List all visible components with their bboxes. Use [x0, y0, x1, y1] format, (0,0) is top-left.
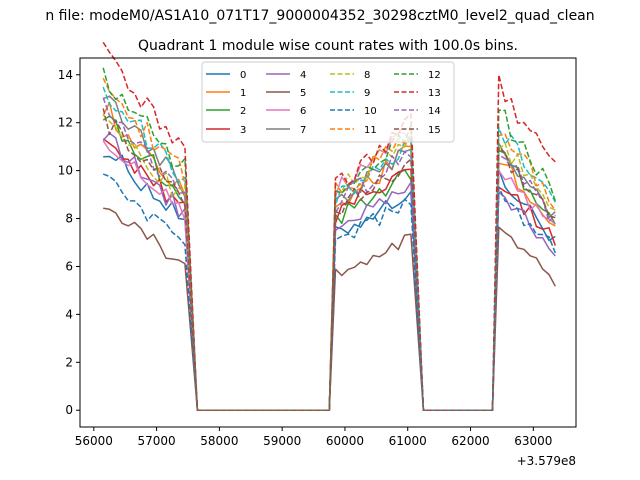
legend-label-12: 12: [428, 70, 441, 81]
x-tick-label: 62000: [451, 434, 489, 448]
series-layer: [102, 41, 557, 411]
series-line-9: [102, 86, 556, 411]
legend-label-10: 10: [364, 106, 377, 117]
x-tick-label: 57000: [138, 434, 176, 448]
series-line-2: [102, 115, 556, 411]
legend-label-2: 2: [240, 106, 246, 117]
legend-label-13: 13: [428, 88, 441, 99]
x-tick-label: 61000: [389, 434, 427, 448]
series-line-5: [103, 207, 556, 411]
y-tick-label: 12: [58, 116, 73, 130]
series-line-12: [102, 67, 557, 411]
x-axis: 56000 57000 58000 59000 60000 61000 62000 63000: [75, 427, 552, 448]
y-tick-label: 0: [65, 403, 73, 417]
series-line-14: [102, 97, 556, 411]
series-line-13: [102, 41, 556, 411]
series-line-11: [102, 77, 556, 411]
series-line-8: [102, 114, 556, 411]
y-tick-label: 4: [65, 307, 73, 321]
legend-label-7: 7: [300, 125, 306, 136]
x-tick-label: 58000: [200, 434, 238, 448]
legend-label-1: 1: [240, 88, 246, 99]
x-tick-label: 60000: [326, 434, 364, 448]
figure-suptitle: n file: modeM0/AS1A10_071T17_9000004352_…: [45, 8, 594, 24]
x-tick-label: 56000: [75, 434, 113, 448]
series-line-7: [102, 95, 556, 411]
legend-label-6: 6: [300, 106, 306, 117]
legend-label-11: 11: [364, 125, 377, 136]
legend-label-5: 5: [300, 88, 306, 99]
series-line-0: [103, 154, 556, 411]
y-tick-label: 10: [58, 164, 73, 178]
y-tick-label: 8: [65, 212, 73, 226]
series-line-6: [102, 131, 556, 411]
legend-frame: [201, 61, 455, 143]
series-line-15: [102, 108, 556, 411]
x-offset-label: +3.579e8: [517, 454, 576, 468]
legend-label-15: 15: [428, 125, 441, 136]
legend-label-3: 3: [240, 125, 246, 136]
y-tick-label: 14: [58, 68, 73, 82]
legend-label-14: 14: [428, 106, 441, 117]
series-line-1: [102, 101, 556, 411]
axes-frame: [79, 57, 577, 428]
legend-label-8: 8: [364, 70, 370, 81]
legend-label-0: 0: [240, 70, 246, 81]
y-axis: 0 2 4 6 8 10 12 14: [58, 68, 80, 417]
series-line-4: [102, 132, 556, 411]
x-tick-label: 59000: [263, 434, 301, 448]
plot-area: [79, 41, 577, 428]
series-line-10: [102, 173, 556, 411]
chart-title: Quadrant 1 module wise count rates with …: [138, 38, 518, 54]
series-line-3: [102, 138, 557, 411]
y-tick-label: 2: [65, 355, 73, 369]
legend-label-4: 4: [300, 70, 306, 81]
x-tick-label: 63000: [514, 434, 552, 448]
legend-label-9: 9: [364, 88, 370, 99]
y-tick-label: 6: [65, 259, 73, 273]
